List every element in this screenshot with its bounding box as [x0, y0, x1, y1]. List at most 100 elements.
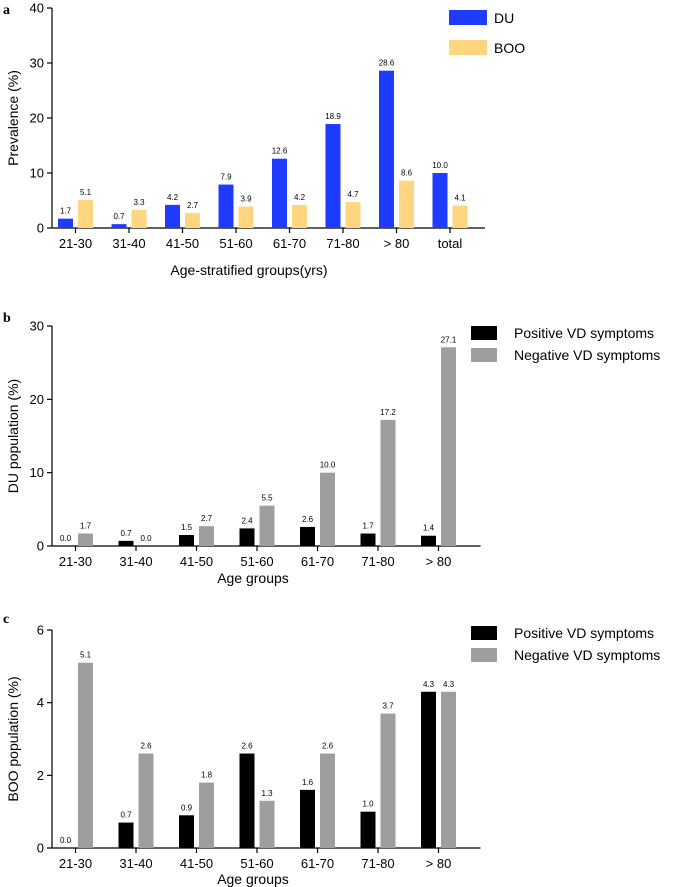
data-label: 1.5 — [181, 523, 193, 532]
y-axis-title: DU population (%) — [5, 379, 21, 493]
x-tick-label: 71-80 — [361, 554, 394, 569]
data-label: 2.6 — [140, 742, 152, 751]
data-label: 8.6 — [401, 169, 413, 178]
y-tick-label: 2 — [37, 768, 44, 783]
bar-boo-3 — [238, 206, 254, 228]
x-tick-label: > 80 — [426, 554, 452, 569]
data-label: 4.7 — [347, 190, 359, 199]
bar-negative-vd-symptoms-6 — [441, 691, 456, 848]
x-tick-label: > 80 — [384, 236, 410, 251]
data-label: 1.3 — [261, 789, 273, 798]
bar-negative-vd-symptoms-5 — [380, 419, 396, 546]
data-label: 5.1 — [80, 188, 92, 197]
panel-letter: b — [3, 311, 11, 326]
data-label: 7.9 — [220, 173, 232, 182]
bar-positive-vd-symptoms-2 — [179, 815, 194, 848]
y-tick-label: 10 — [30, 166, 44, 181]
data-label: 2.7 — [201, 514, 213, 523]
bar-du-3 — [218, 184, 234, 228]
legend-swatch — [471, 626, 497, 640]
x-tick-label: 51-60 — [240, 856, 273, 871]
legend-label: Negative VD symptoms — [514, 647, 660, 663]
bar-negative-vd-symptoms-4 — [320, 472, 335, 546]
data-label: 0.0 — [60, 836, 72, 845]
data-label: 2.4 — [241, 516, 253, 525]
bar-negative-vd-symptoms-1 — [138, 753, 154, 848]
y-axis-title: BOO population (%) — [5, 676, 21, 801]
y-tick-label: 30 — [30, 319, 44, 334]
x-axis-title: Age groups — [217, 570, 289, 586]
x-axis-title: Age groups — [217, 871, 289, 887]
data-label: 0.0 — [140, 534, 152, 543]
bar-positive-vd-symptoms-6 — [421, 691, 436, 848]
bar-du-5 — [325, 124, 341, 228]
bar-du-0 — [58, 218, 73, 228]
y-tick-label: 10 — [30, 465, 44, 480]
legend-swatch — [449, 10, 487, 25]
x-tick-label: total — [438, 236, 463, 251]
legend-label: Negative VD symptoms — [514, 347, 660, 363]
data-label: 1.7 — [80, 522, 92, 531]
x-tick-label: > 80 — [426, 856, 452, 871]
legend-label: DU — [494, 10, 514, 26]
data-label: 12.6 — [272, 147, 288, 156]
data-label: 0.7 — [113, 212, 125, 221]
bar-positive-vd-symptoms-3 — [239, 753, 255, 848]
legend-swatch — [449, 40, 487, 55]
data-label: 3.7 — [382, 702, 394, 711]
data-label: 2.7 — [187, 201, 199, 210]
data-label: 2.6 — [302, 515, 314, 524]
legend-label: Positive VD symptoms — [514, 625, 654, 641]
bar-negative-vd-symptoms-3 — [259, 505, 275, 546]
y-tick-label: 0 — [37, 841, 44, 856]
data-label: 1.7 — [362, 522, 374, 531]
chart-panel-b: b 0 10 20 30 DU population (%) 21-30 0.0 1.7 31-4… — [3, 311, 660, 586]
data-label: 3.9 — [240, 195, 252, 204]
bar-boo-0 — [78, 199, 93, 228]
data-label: 1.8 — [201, 771, 213, 780]
data-label: 0.0 — [60, 534, 72, 543]
bar-negative-vd-symptoms-0 — [78, 533, 93, 546]
bar-positive-vd-symptoms-1 — [118, 540, 134, 546]
x-tick-label: 41-50 — [166, 236, 199, 251]
bar-negative-vd-symptoms-0 — [78, 662, 93, 848]
y-axis-title: Prevalence (%) — [5, 70, 21, 166]
x-tick-label: 31-40 — [112, 236, 145, 251]
data-label: 1.7 — [60, 207, 72, 216]
data-label: 0.7 — [120, 811, 132, 820]
bar-positive-vd-symptoms-4 — [300, 789, 315, 848]
bar-positive-vd-symptoms-5 — [360, 811, 376, 848]
panel-letter: a — [3, 3, 10, 18]
x-tick-label: 31-40 — [119, 554, 152, 569]
legend-swatch — [471, 648, 497, 662]
bar-du-4 — [272, 158, 287, 228]
bar-positive-vd-symptoms-5 — [360, 533, 376, 546]
bar-negative-vd-symptoms-2 — [199, 782, 214, 848]
legend-label: Positive VD symptoms — [514, 325, 654, 341]
data-label: 4.2 — [294, 193, 306, 202]
data-label: 4.3 — [423, 680, 435, 689]
data-label: 2.6 — [322, 742, 334, 751]
bar-boo-1 — [131, 209, 147, 228]
bar-positive-vd-symptoms-4 — [300, 526, 315, 546]
bar-boo-2 — [185, 213, 200, 228]
data-label: 2.6 — [241, 742, 253, 751]
data-label: 0.7 — [120, 529, 132, 538]
bar-du-6 — [379, 70, 394, 228]
x-tick-label: 31-40 — [119, 856, 152, 871]
legend-label: BOO — [494, 40, 525, 56]
bar-negative-vd-symptoms-6 — [441, 347, 456, 546]
legend-swatch — [471, 326, 497, 340]
y-tick-label: 4 — [37, 695, 44, 710]
bar-boo-6 — [399, 180, 414, 228]
bar-negative-vd-symptoms-2 — [199, 526, 214, 546]
x-axis-title: Age-stratified groups(yrs) — [170, 262, 327, 278]
data-label: 1.4 — [423, 524, 435, 533]
bar-negative-vd-symptoms-4 — [320, 753, 335, 848]
bar-positive-vd-symptoms-3 — [239, 528, 255, 546]
bar-du-7 — [432, 173, 448, 228]
bar-du-2 — [165, 204, 180, 228]
x-tick-label: 41-50 — [180, 554, 213, 569]
y-tick-label: 30 — [30, 56, 44, 71]
data-label: 5.1 — [80, 651, 92, 660]
